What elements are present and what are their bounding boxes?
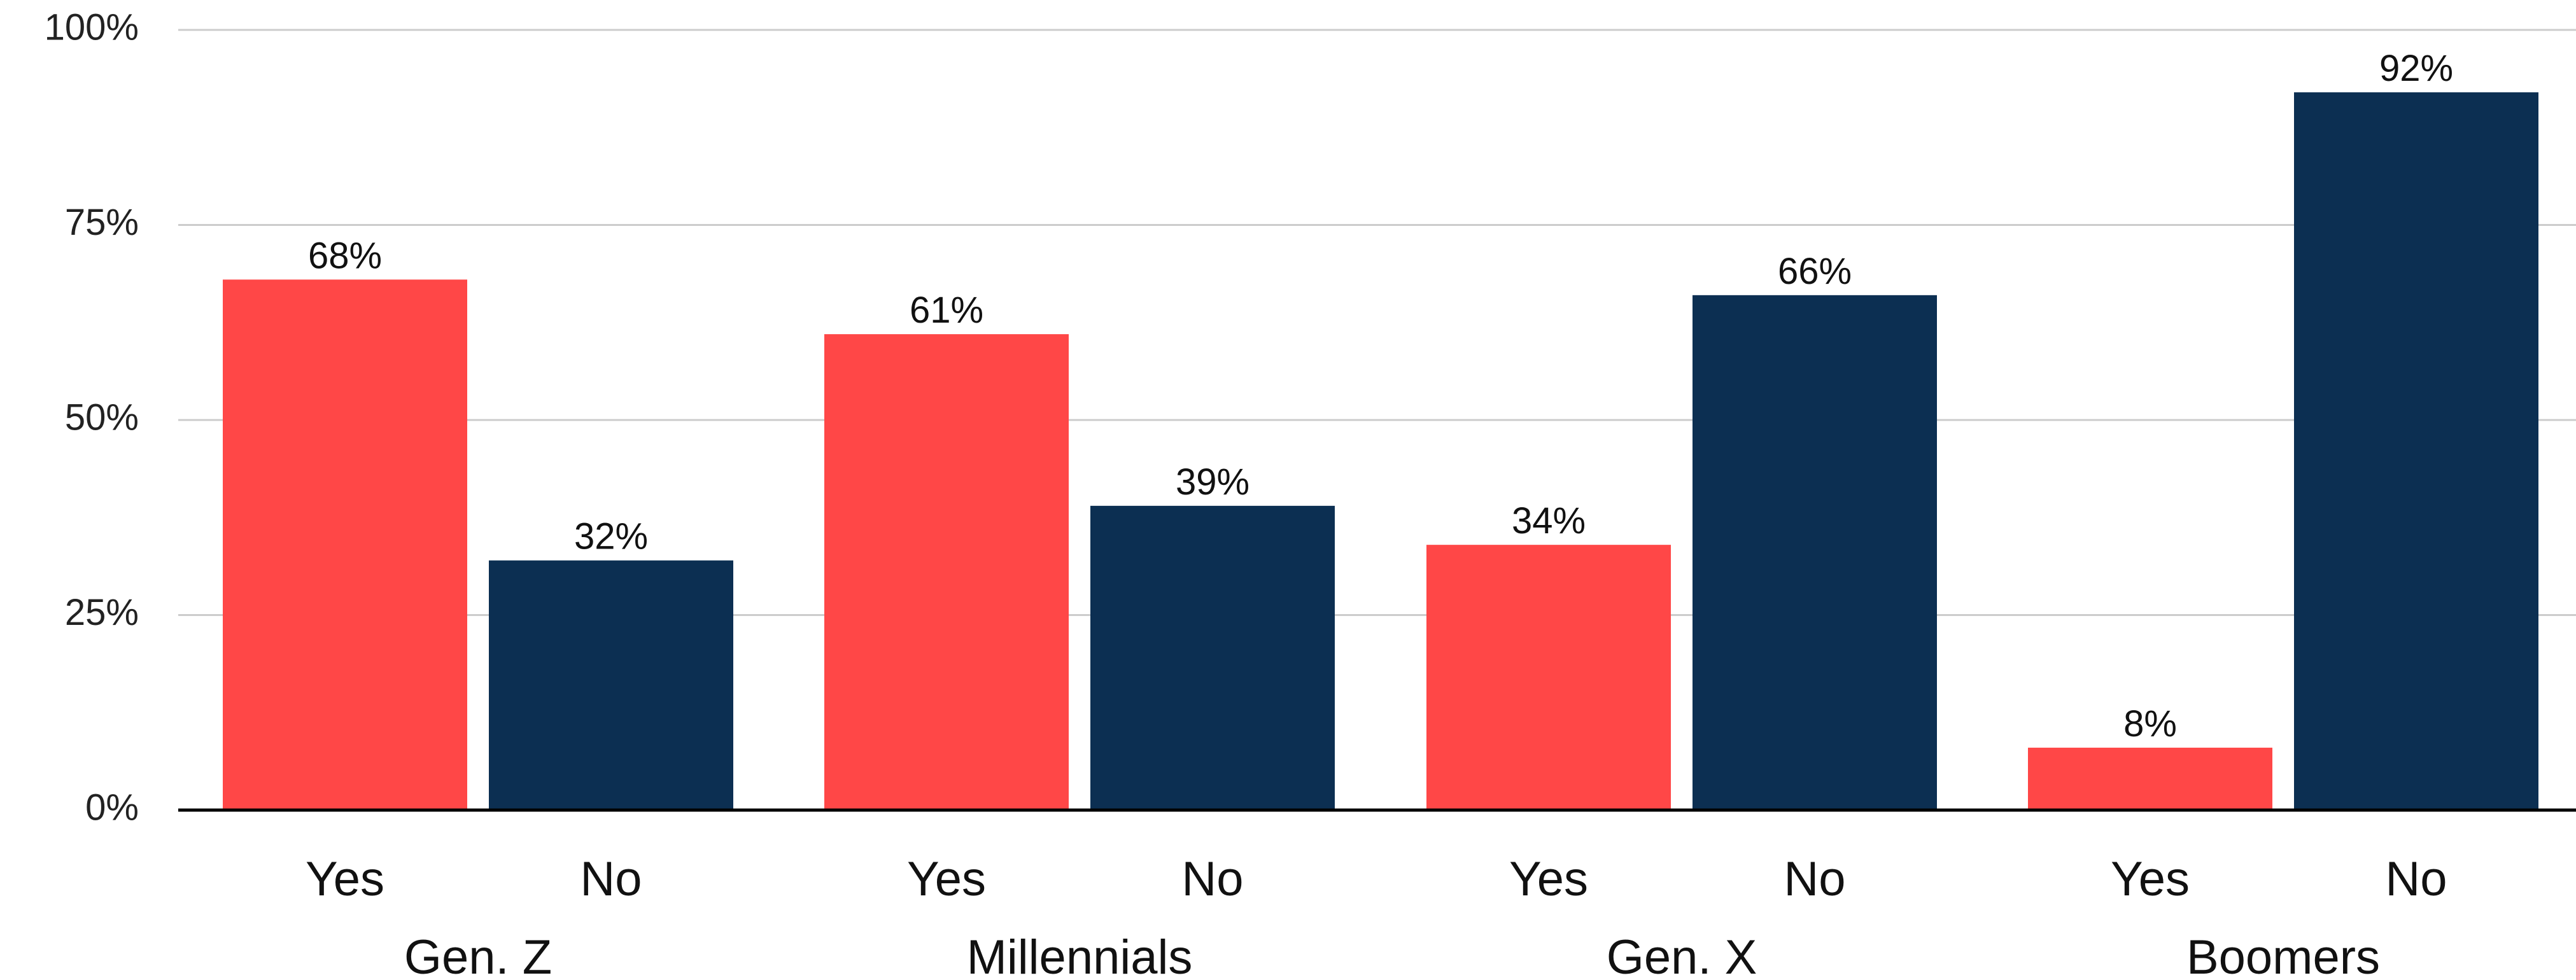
bar-yes [2028,747,2272,810]
x-sub-label: Yes [1509,852,1588,906]
y-tick-label: 25% [65,592,139,633]
x-sub-label: No [2385,852,2447,906]
bars [223,92,2538,811]
x-sub-label: No [580,852,642,906]
data-label: 92% [2379,48,2453,89]
bar-yes [1426,545,1671,810]
y-tick-label: 0% [85,787,139,828]
x-sub-label: No [1181,852,1243,906]
bar-yes [223,279,467,810]
x-category-label: Boomers [2186,930,2380,980]
x-sub-label: Yes [2111,852,2190,906]
bar-yes [824,334,1069,810]
x-sub-label: Yes [907,852,986,906]
y-tick-label: 50% [65,396,139,438]
bar-no [2294,92,2538,811]
y-tick-label: 100% [45,6,139,48]
y-tick-label: 75% [65,202,139,243]
x-category-label: Gen. X [1607,930,1757,980]
bar-no [489,560,733,810]
gridlines [178,29,2576,616]
x-sub-label: No [1784,852,1845,906]
data-label: 61% [910,290,983,331]
bar-no [1090,505,1335,810]
y-axis-ticks: 0% 25% 50% 75% 100% [45,6,139,828]
data-label: 34% [1512,500,1586,542]
x-axis-labels: Yes No Gen. Z Yes No Millennials Yes No Gen. X Ye… [306,852,2447,980]
data-label: 68% [308,235,382,276]
data-label: 32% [574,516,648,557]
x-category-label: Millennials [967,930,1193,980]
x-sub-label: Yes [306,852,384,906]
data-label: 39% [1176,461,1249,503]
bar-no [1693,295,1937,811]
data-label: 66% [1778,251,1852,292]
data-label: 8% [2123,703,2177,745]
x-category-label: Gen. Z [404,930,552,980]
data-labels: 68% 32% 61% 39% 34% 66% 8% 92% [308,48,2453,745]
